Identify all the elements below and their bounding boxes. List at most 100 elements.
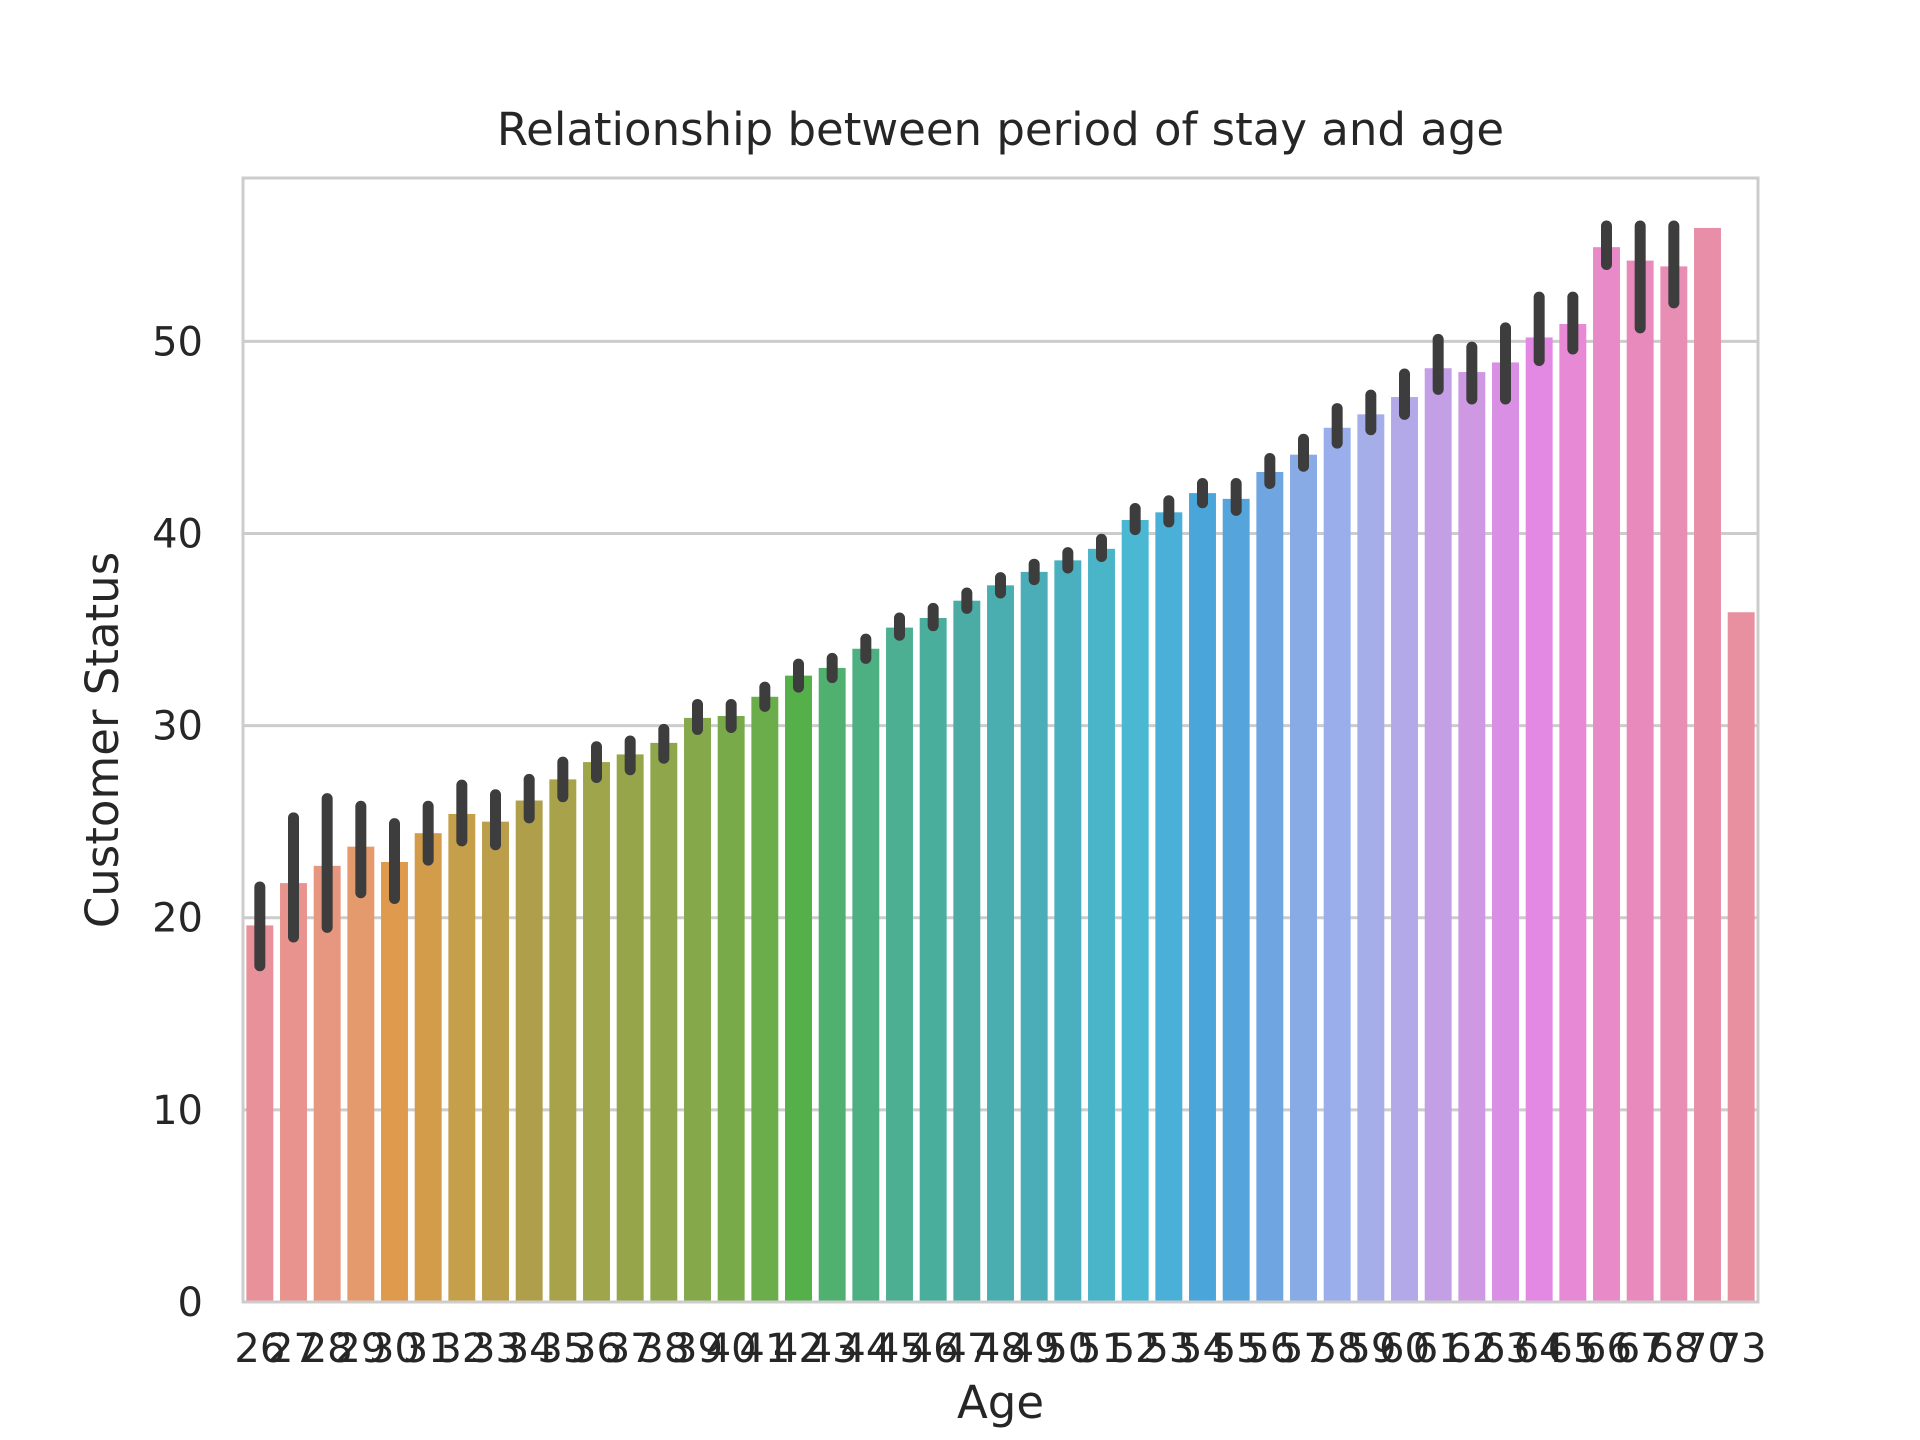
bar-age-55 xyxy=(1222,498,1250,1302)
bar-age-36 xyxy=(583,762,610,1302)
bar-age-39 xyxy=(684,717,711,1302)
bar-age-49 xyxy=(1020,571,1048,1302)
bar-age-34 xyxy=(515,800,543,1302)
x-tick-label: 60 xyxy=(1379,1326,1430,1372)
y-tick-label: 10 xyxy=(152,1088,203,1134)
x-tick-label: 64 xyxy=(1514,1326,1565,1372)
bar-age-54 xyxy=(1189,493,1216,1303)
x-tick-label: 42 xyxy=(773,1326,824,1372)
x-tick-label: 49 xyxy=(1009,1326,1060,1372)
x-tick-label: 27 xyxy=(268,1326,319,1372)
bar-age-51 xyxy=(1088,548,1115,1302)
x-tick-label: 33 xyxy=(470,1326,521,1372)
bar-age-70 xyxy=(1694,227,1721,1302)
x-tick-label: 70 xyxy=(1682,1326,1733,1372)
x-tick-label: 59 xyxy=(1345,1326,1396,1372)
x-tick-label: 66 xyxy=(1581,1326,1632,1372)
x-tick-label: 62 xyxy=(1446,1326,1497,1372)
x-tick-label: 30 xyxy=(369,1326,420,1372)
x-tick-labels: 2627282930313233343536373839404142434445… xyxy=(234,1326,1766,1372)
bar-age-52 xyxy=(1121,520,1149,1302)
x-tick-label: 40 xyxy=(706,1326,757,1372)
bar-age-35 xyxy=(549,779,577,1302)
bar-age-27 xyxy=(280,883,307,1302)
x-tick-label: 55 xyxy=(1211,1326,1262,1372)
x-tick-label: 34 xyxy=(504,1326,555,1372)
x-tick-label: 63 xyxy=(1480,1326,1531,1372)
x-tick-label: 45 xyxy=(874,1326,925,1372)
plot-frame xyxy=(241,176,1760,1304)
error-bars-group xyxy=(254,220,1680,972)
bar-age-37 xyxy=(616,754,644,1302)
y-tick-label: 20 xyxy=(152,896,203,942)
x-tick-label: 41 xyxy=(739,1326,790,1372)
bar-age-30 xyxy=(381,862,408,1302)
x-tick-label: 37 xyxy=(605,1326,656,1372)
x-tick-label: 47 xyxy=(941,1326,992,1372)
bar-age-47 xyxy=(953,600,981,1302)
x-tick-label: 54 xyxy=(1177,1326,1228,1372)
x-tick-label: 43 xyxy=(807,1326,858,1372)
bar-age-42 xyxy=(785,675,812,1302)
bar-age-32 xyxy=(448,813,476,1302)
bar-age-64 xyxy=(1525,337,1553,1302)
x-tick-label: 58 xyxy=(1312,1326,1363,1372)
bar-age-67 xyxy=(1626,260,1654,1303)
x-tick-label: 28 xyxy=(302,1326,353,1372)
bar-age-50 xyxy=(1054,560,1082,1302)
bar-age-38 xyxy=(650,742,678,1302)
x-tick-label: 65 xyxy=(1547,1326,1598,1372)
bar-age-62 xyxy=(1458,372,1486,1302)
x-tick-label: 67 xyxy=(1615,1326,1666,1372)
bar-age-40 xyxy=(717,715,745,1302)
bar-age-59 xyxy=(1357,414,1385,1302)
x-tick-label: 35 xyxy=(537,1326,588,1372)
x-tick-label: 29 xyxy=(335,1326,386,1372)
bar-age-53 xyxy=(1155,512,1183,1302)
bar-age-28 xyxy=(313,865,341,1302)
x-tick-label: 51 xyxy=(1076,1326,1127,1372)
x-tick-label: 73 xyxy=(1716,1326,1767,1372)
bar-age-31 xyxy=(414,833,442,1302)
bar-age-56 xyxy=(1256,471,1284,1302)
chart-title: Relationship between period of stay and … xyxy=(497,103,1504,156)
bar-age-61 xyxy=(1424,368,1452,1302)
x-tick-label: 32 xyxy=(436,1326,487,1372)
x-tick-label: 46 xyxy=(908,1326,959,1372)
bar-age-43 xyxy=(818,667,846,1302)
y-tick-labels: 0 10 20 30 40 50 xyxy=(152,319,203,1326)
x-tick-label: 31 xyxy=(403,1326,454,1372)
bars-group xyxy=(246,227,1755,1303)
x-tick-label: 39 xyxy=(672,1326,723,1372)
x-tick-label: 48 xyxy=(975,1326,1026,1372)
y-tick-label: 30 xyxy=(152,704,203,750)
x-axis-label: Age xyxy=(957,1376,1044,1429)
bar-age-41 xyxy=(751,696,779,1302)
bar-age-33 xyxy=(482,821,509,1302)
x-tick-label: 38 xyxy=(638,1326,689,1372)
bar-age-63 xyxy=(1492,362,1519,1302)
bar-age-48 xyxy=(987,585,1014,1302)
x-tick-label: 44 xyxy=(840,1326,891,1372)
x-tick-label: 52 xyxy=(1110,1326,1161,1372)
x-tick-label: 56 xyxy=(1244,1326,1295,1372)
bar-age-60 xyxy=(1391,397,1418,1302)
bar-age-68 xyxy=(1660,266,1688,1302)
x-tick-label: 61 xyxy=(1413,1326,1464,1372)
x-tick-label: 68 xyxy=(1648,1326,1699,1372)
bar-age-58 xyxy=(1323,427,1351,1302)
bar-age-45 xyxy=(886,627,913,1302)
x-tick-label: 26 xyxy=(234,1326,285,1372)
x-tick-label: 36 xyxy=(571,1326,622,1372)
bar-age-46 xyxy=(919,617,947,1302)
bar-age-57 xyxy=(1290,454,1317,1303)
x-tick-label: 57 xyxy=(1278,1326,1329,1372)
bar-age-65 xyxy=(1559,324,1587,1302)
y-tick-label: 50 xyxy=(152,319,203,365)
y-tick-label: 0 xyxy=(178,1280,203,1326)
bar-age-29 xyxy=(347,846,375,1302)
x-tick-label: 50 xyxy=(1042,1326,1093,1372)
x-tick-label: 53 xyxy=(1143,1326,1194,1372)
y-tick-label: 40 xyxy=(152,511,203,557)
